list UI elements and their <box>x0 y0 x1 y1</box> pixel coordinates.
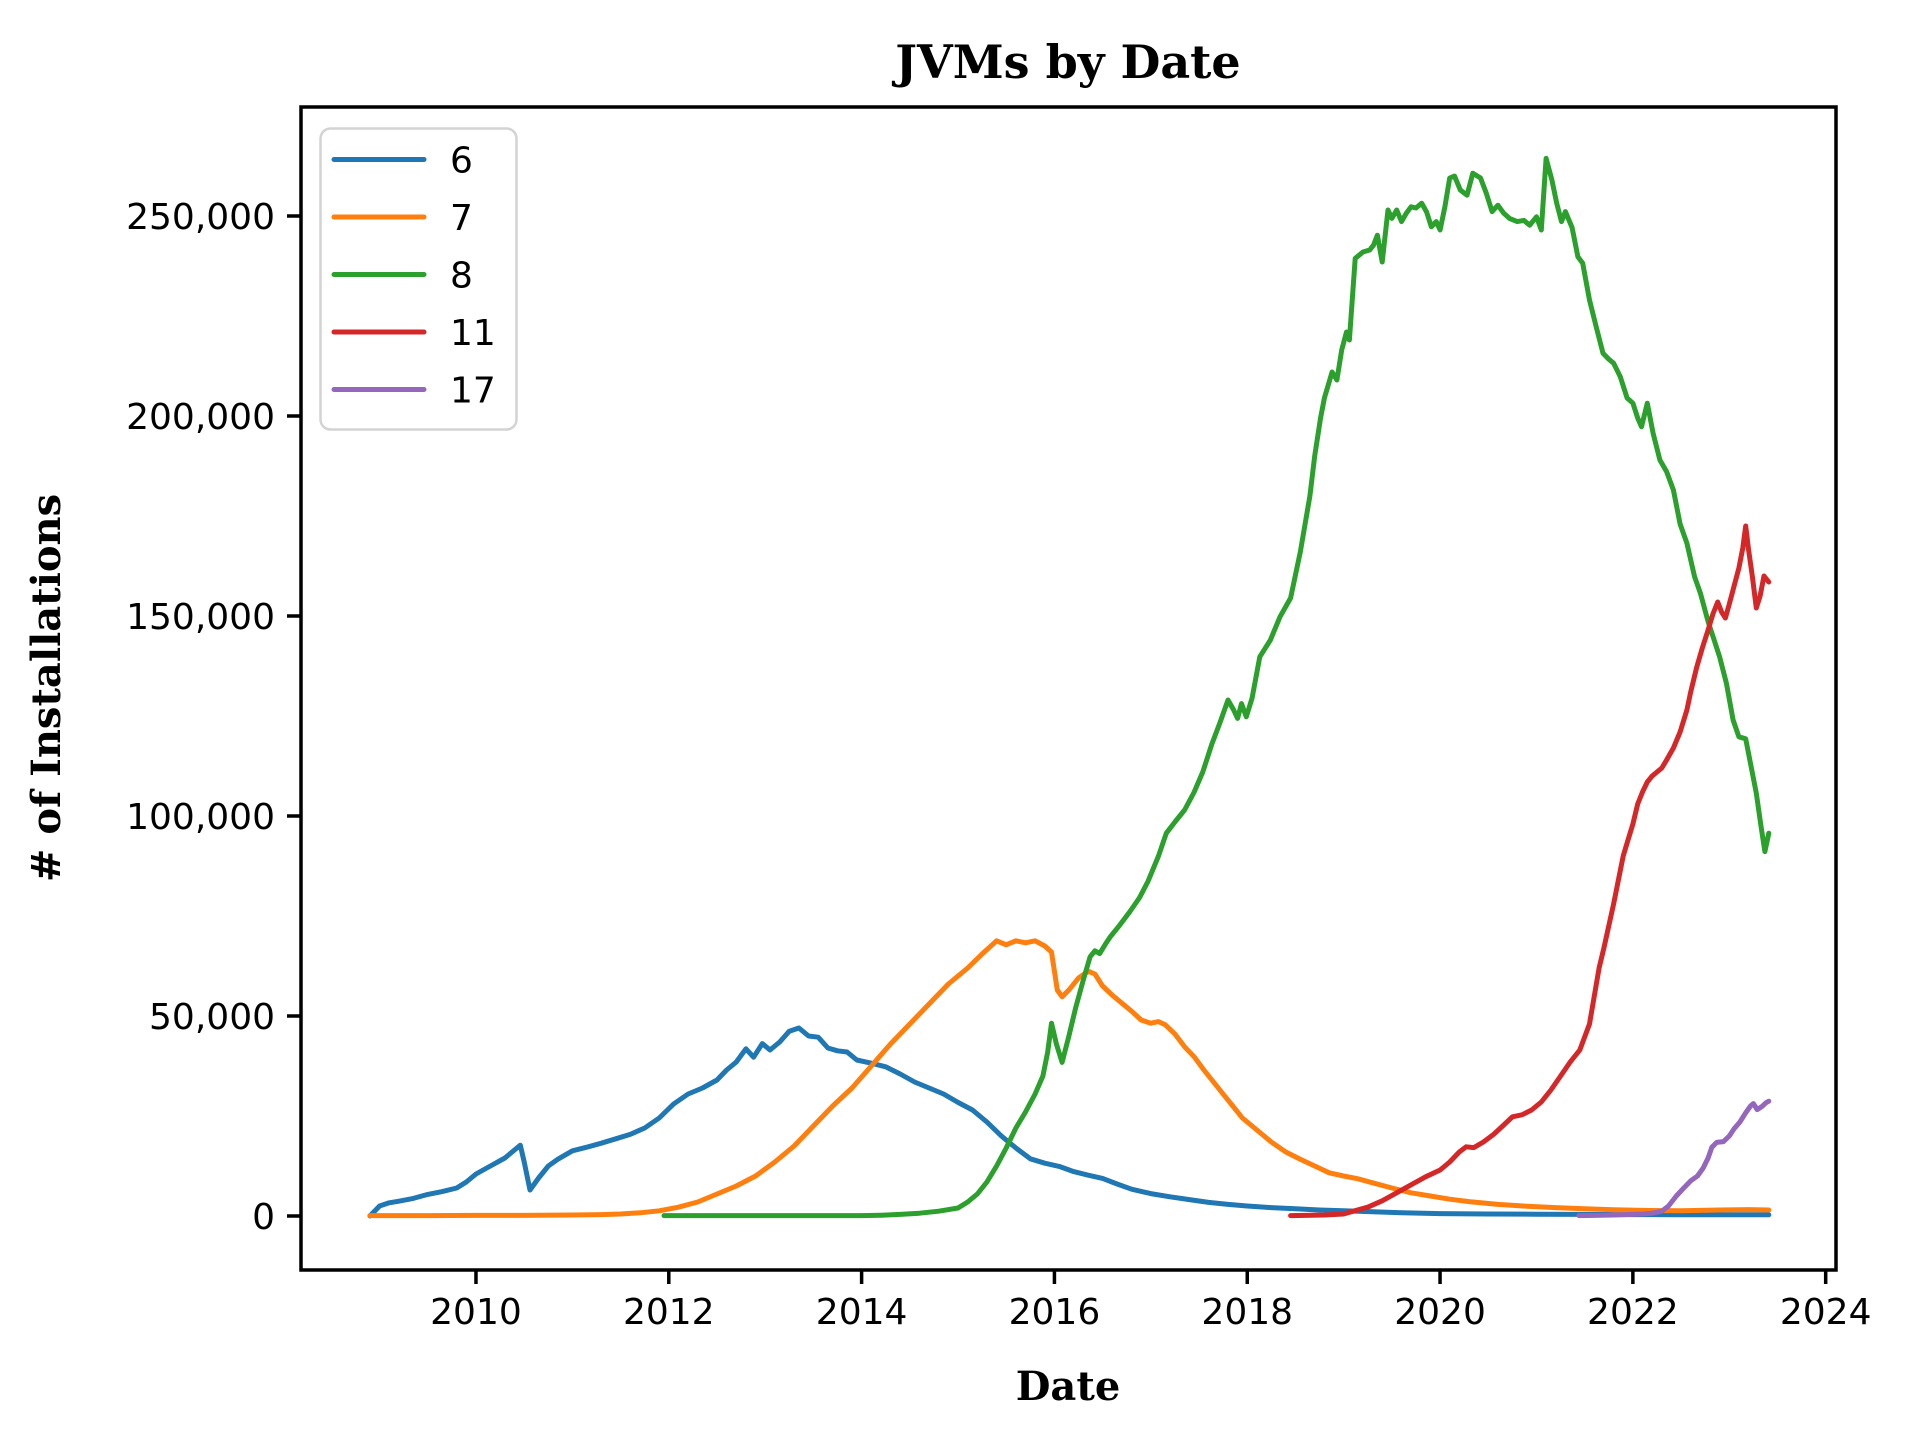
y-tick-label: 150,000 <box>126 597 275 638</box>
legend-label-17: 17 <box>450 371 496 412</box>
legend-label-8: 8 <box>450 256 473 297</box>
x-tick-label: 2024 <box>1780 1292 1872 1333</box>
legend: 6 7 8 11 17 <box>319 127 518 431</box>
chart-title: JVMs by Date <box>891 35 1240 89</box>
series-line-11 <box>1288 523 1772 1219</box>
plot-border <box>299 105 1838 1272</box>
y-axis-ticks: 0 50,000 100,000 150,000 200,000 250,000 <box>126 197 301 1238</box>
series-group <box>367 155 1772 1219</box>
series-line-8 <box>661 155 1772 1219</box>
x-tick-label: 2020 <box>1394 1292 1486 1333</box>
y-tick-label: 0 <box>252 1197 275 1238</box>
y-tick-label: 200,000 <box>126 397 275 438</box>
series-line-7 <box>367 938 1772 1219</box>
x-axis-label: Date <box>1016 1363 1121 1410</box>
legend-box <box>319 127 518 431</box>
y-axis-label: # of Installations <box>23 494 70 882</box>
x-tick-label: 2018 <box>1201 1292 1293 1333</box>
legend-label-7: 7 <box>450 198 473 239</box>
legend-label-11: 11 <box>450 313 496 354</box>
y-tick-label: 50,000 <box>149 997 275 1038</box>
legend-label-6: 6 <box>450 141 473 182</box>
x-tick-label: 2022 <box>1587 1292 1679 1333</box>
y-tick-label: 100,000 <box>126 797 275 838</box>
series-line-6 <box>367 1025 1772 1219</box>
x-tick-label: 2012 <box>623 1292 715 1333</box>
series-line-17 <box>1576 1098 1772 1219</box>
x-axis-ticks: 2010 2012 2014 2016 2018 2020 2022 2024 <box>430 1270 1871 1333</box>
x-tick-label: 2014 <box>816 1292 908 1333</box>
x-tick-label: 2016 <box>1009 1292 1101 1333</box>
y-tick-label: 250,000 <box>126 197 275 238</box>
legend-entries: 6 7 8 11 17 <box>331 141 496 412</box>
x-tick-label: 2010 <box>430 1292 522 1333</box>
